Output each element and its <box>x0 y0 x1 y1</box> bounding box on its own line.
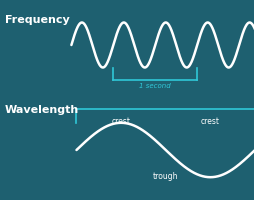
Text: Frequency: Frequency <box>5 15 70 25</box>
Text: Wavelength: Wavelength <box>5 105 79 115</box>
Text: crest: crest <box>111 117 130 126</box>
Text: crest: crest <box>200 117 219 126</box>
Text: 1 second: 1 second <box>139 82 170 88</box>
Text: trough: trough <box>152 172 178 181</box>
